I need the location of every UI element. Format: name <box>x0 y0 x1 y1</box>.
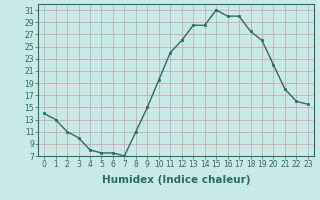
X-axis label: Humidex (Indice chaleur): Humidex (Indice chaleur) <box>102 175 250 185</box>
